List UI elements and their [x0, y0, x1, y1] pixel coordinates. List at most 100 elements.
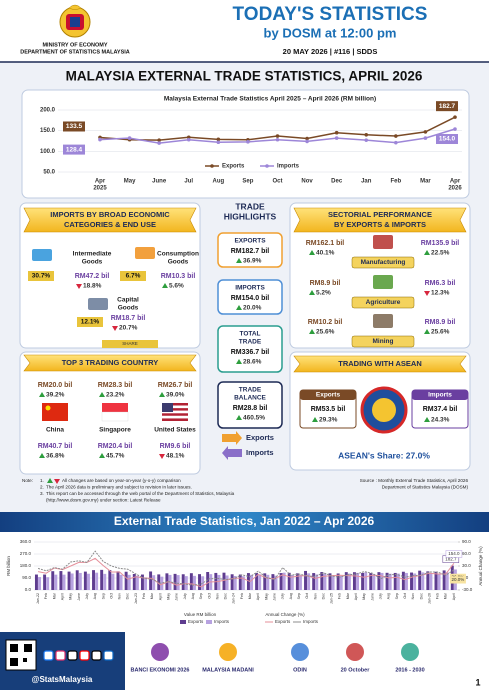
asean-label: Imports: [428, 392, 452, 399]
asean-share: ASEAN's Share: 27.0%: [338, 450, 430, 460]
bar: [339, 576, 343, 590]
note-text: The April 2026 data is preliminary and s…: [46, 485, 192, 490]
change-text: 29.3%: [319, 417, 338, 424]
highlight-label: TRADE: [239, 339, 262, 346]
bar: [62, 574, 66, 590]
note-label: Note:: [22, 478, 33, 483]
sector-icon: [373, 314, 393, 328]
y-tick-label: 150.0: [40, 128, 56, 134]
x-tick-label: Feb: [436, 593, 440, 599]
x-tick-label: June: [175, 593, 179, 601]
point: [127, 136, 132, 140]
bar: [396, 573, 400, 590]
bar: [189, 573, 193, 590]
x-tick-year: 2026: [448, 186, 462, 192]
change-text: 22.5%: [431, 250, 450, 257]
x-tick-label: April: [158, 593, 162, 600]
bar: [246, 573, 250, 590]
change-text: 25.6%: [316, 329, 335, 336]
bar: [344, 572, 348, 590]
bar: [336, 573, 340, 590]
y-tick-label: 200.0: [40, 108, 56, 114]
highlight-value: RM182.7 bil: [231, 248, 270, 255]
point: [275, 137, 280, 142]
trend-arrow: [424, 250, 430, 255]
trend-arrow: [309, 250, 315, 255]
coat-of-arms: [59, 4, 91, 38]
series-line: [37, 550, 455, 586]
bar: [46, 577, 50, 590]
bar: [38, 577, 42, 590]
category-name: Goods: [82, 259, 103, 266]
flag: [162, 403, 188, 406]
share-legend: SHARE: [122, 341, 138, 346]
flag: [162, 410, 188, 414]
bar: [103, 573, 107, 590]
change-text: 45.7%: [106, 453, 125, 460]
logo-text: MALAYSIA MADANI: [202, 667, 254, 673]
bar: [124, 571, 128, 590]
x-tick-label: Mar: [420, 179, 431, 185]
trend-arrow: [236, 258, 242, 263]
social-handle: @StatsMalaysia: [32, 675, 93, 684]
highlight-label: IMPORTS: [235, 285, 265, 292]
bar: [144, 577, 148, 590]
bar: [304, 570, 307, 590]
export-value: RM10.2 bil: [308, 319, 343, 326]
bar: [299, 574, 302, 590]
change-text: 39.2%: [46, 392, 65, 399]
bar: [152, 575, 156, 590]
bar: [287, 572, 291, 590]
note-number: 3.: [40, 491, 44, 496]
bar: [176, 575, 180, 590]
x-tick-label: Jan-22: [36, 593, 40, 604]
bar: [380, 572, 384, 590]
x-tick-label: Aug: [387, 593, 391, 599]
page-number: 1: [475, 677, 480, 687]
x-tick-year: 2025: [93, 186, 107, 192]
point: [186, 135, 191, 140]
category-value: RM10.3 bil: [161, 273, 196, 280]
bar: [75, 570, 79, 590]
bar: [217, 574, 221, 590]
sector-label-bg: [351, 256, 415, 269]
value-label: 20.0%: [452, 577, 465, 582]
bar: [250, 574, 254, 590]
x-tick-label: Mar: [52, 592, 56, 599]
country-name: United States: [154, 427, 196, 434]
change-text: 5.6%: [169, 283, 184, 290]
bar: [263, 573, 267, 590]
bar: [347, 573, 351, 590]
bar: [421, 572, 425, 590]
highlight-label: TRADE: [239, 387, 262, 394]
header-title: TODAY'S STATISTICS: [233, 4, 428, 25]
flag: [42, 403, 68, 421]
x-tick-label: Aug: [191, 593, 195, 599]
section-title: TRADING WITH ASEAN: [338, 359, 421, 368]
bar: [393, 572, 397, 590]
change-text: 39.0%: [166, 392, 185, 399]
change-text: 23.2%: [106, 392, 125, 399]
x-tick-label: Feb: [338, 593, 342, 599]
bar: [135, 575, 139, 590]
asean-value: RM53.5 bil: [311, 406, 346, 413]
note-number: 2.: [40, 485, 44, 490]
trend-arrow: [162, 283, 168, 288]
point: [453, 127, 457, 131]
trend-arrow: [309, 329, 315, 334]
legend-label: Imports: [246, 448, 274, 457]
highlight-box: [217, 381, 283, 429]
bar: [401, 571, 405, 590]
x-tick-label: Mar: [346, 592, 350, 599]
source: Department of Statistics Malaysia (DOSM): [382, 485, 469, 490]
bar: [410, 572, 413, 590]
y-tick-label: 30.0: [462, 563, 471, 568]
section-title: SECTORIAL PERFORMANCE: [328, 210, 432, 219]
category-name: Goods: [168, 259, 189, 266]
x-tick-label: Sep: [199, 593, 203, 599]
chart-title: External Trade Statistics, Jan 2022 – Ap…: [114, 514, 375, 528]
flag: [102, 403, 128, 412]
social-icon: [67, 650, 78, 661]
section-ribbon: [23, 354, 197, 372]
logo-mark: [151, 643, 169, 661]
